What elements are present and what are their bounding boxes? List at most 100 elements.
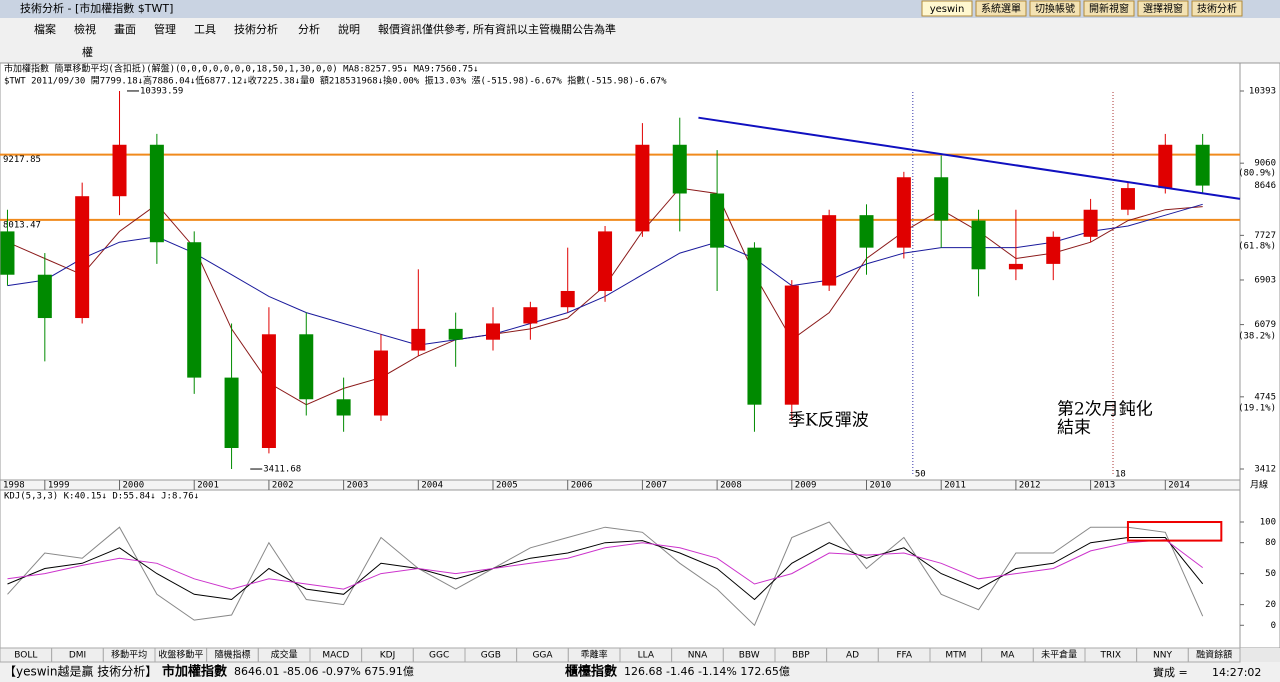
menu-notice: 報價資訊僅供參考, 所有資訊以主管機關公告為準	[378, 22, 616, 36]
tab-label[interactable]: 隨機指標	[214, 649, 250, 661]
annotation: 季K反彈波	[788, 410, 869, 430]
candle-body	[373, 350, 388, 416]
candle-body	[672, 144, 687, 194]
window-title: 技術分析 - [市加權指數 $TWT]	[20, 1, 173, 15]
tab-label[interactable]: 乖離率	[581, 649, 608, 661]
tab-label[interactable]: GGA	[532, 651, 553, 661]
tab[interactable]	[1187, 647, 1241, 663]
kdj-line	[7, 539, 1203, 590]
status-bar	[0, 662, 1280, 682]
candle-body	[37, 274, 52, 319]
candle-body	[934, 177, 949, 221]
tab-label[interactable]: KDJ	[380, 651, 396, 661]
tab-label[interactable]: LLA	[638, 651, 655, 661]
window-button[interactable]	[1029, 0, 1081, 17]
window-button[interactable]	[1191, 0, 1243, 17]
tab-label[interactable]: MA	[1001, 651, 1016, 661]
menu-item[interactable]: 說明	[338, 22, 360, 36]
trendline	[698, 116, 1241, 200]
x-tick-label: 2001	[197, 481, 219, 491]
kdj-header: KDJ(5,3,3) K:40.15↓ D:55.84↓ J:8.76↓	[4, 492, 199, 502]
x-tick-label: 2006	[571, 481, 593, 491]
tab-label[interactable]: BBW	[739, 651, 760, 661]
menu-item[interactable]: 檔案	[34, 22, 56, 36]
candle-body	[486, 323, 501, 340]
y-tick-label: 7727	[1254, 231, 1276, 241]
y-tick-label: 10393	[1249, 86, 1276, 96]
tab-label[interactable]: AD	[846, 651, 859, 661]
status-quote: 126.68 -1.46 -1.14% 172.65億	[624, 665, 790, 678]
tab-label[interactable]: 移動平均	[111, 649, 147, 661]
highlight-box	[1126, 521, 1223, 542]
candle-body	[822, 215, 837, 286]
kdj-tick-label: 80	[1265, 538, 1276, 548]
menu-item[interactable]: 工具	[194, 23, 216, 36]
tab-label[interactable]: MACD	[322, 651, 349, 661]
extreme-label: 10393.59	[140, 86, 183, 96]
x-tick-label: 2009	[795, 481, 817, 491]
support-label: 8013.47	[3, 220, 41, 230]
candle-body	[1046, 236, 1061, 264]
menu-item[interactable]: 畫面	[114, 22, 136, 36]
x-tick-label: 1998	[3, 481, 25, 491]
tab-label[interactable]: 成交量	[271, 649, 298, 661]
menu-bar	[0, 18, 1280, 41]
tab-label[interactable]: FFA	[896, 651, 913, 661]
marker-label: 18	[1115, 470, 1126, 480]
x-tick-label: 2004	[421, 481, 443, 491]
tab-label[interactable]: 融資餘額	[1196, 649, 1232, 661]
x-tick-label: 2002	[272, 481, 294, 491]
candle-body	[971, 220, 986, 270]
y-tick-label: 6079	[1254, 320, 1276, 330]
candle-body	[1120, 188, 1135, 210]
window-button[interactable]	[1137, 0, 1189, 17]
window-button-label[interactable]: 技術分析	[1197, 2, 1237, 15]
ratio-label: (19.1%)	[1238, 403, 1276, 413]
window-button[interactable]	[975, 0, 1027, 17]
candle-body	[523, 307, 538, 324]
toolbar-label[interactable]: 權	[82, 46, 93, 59]
tab-label[interactable]: TRIX	[1100, 651, 1122, 661]
tab-label[interactable]: BOLL	[14, 651, 37, 661]
window-button-label[interactable]: yeswin	[930, 4, 965, 15]
window-button-label[interactable]: 開新視窗	[1089, 2, 1129, 15]
candle-body	[1083, 209, 1098, 237]
window-button[interactable]	[921, 0, 973, 17]
x-tick-label: 2014	[1168, 481, 1190, 491]
x-tick-label: 2000	[123, 481, 145, 491]
window-button-label[interactable]: 系統選單	[981, 2, 1021, 15]
candle-body	[224, 377, 239, 448]
tab-label[interactable]: DMI	[69, 651, 86, 661]
menu-item[interactable]: 管理	[154, 22, 176, 36]
window-button[interactable]	[1083, 0, 1135, 17]
menu-item[interactable]: 分析	[298, 22, 320, 36]
tab-label[interactable]: 收盤移動平	[158, 649, 203, 661]
menu-item[interactable]: 檢視	[74, 22, 96, 36]
price-panel	[0, 62, 1241, 481]
tab-label[interactable]: 未平倉量	[1041, 649, 1077, 661]
x-tick-label: 2010	[870, 481, 892, 491]
kdj-line	[7, 521, 1204, 627]
tab-label[interactable]: MTM	[945, 651, 966, 661]
x-tick-label: 2008	[720, 481, 742, 491]
candle-body	[112, 144, 127, 197]
candle-body	[635, 144, 650, 232]
status-trade: 實成 =	[1153, 665, 1188, 679]
candle-body	[598, 231, 613, 291]
kdj-tick-label: 50	[1265, 569, 1276, 579]
annotation: 第2次月鈍化	[1057, 400, 1153, 420]
marker-label: 50	[915, 470, 926, 480]
menu-item[interactable]: 技術分析	[234, 22, 278, 36]
window-button-label[interactable]: 切換帳號	[1035, 2, 1075, 15]
candle-body	[560, 290, 575, 308]
candle-body	[411, 328, 426, 351]
candle-body	[710, 193, 725, 248]
tab-label[interactable]: BBP	[792, 651, 810, 661]
window-button-label[interactable]: 選擇視窗	[1143, 2, 1183, 15]
tab-label[interactable]: GGB	[481, 651, 501, 661]
tab-label[interactable]: NNA	[688, 651, 708, 661]
tab-label[interactable]: NNY	[1153, 651, 1172, 661]
tab-label[interactable]: GGC	[429, 651, 449, 661]
candle-body	[1158, 144, 1173, 189]
ratio-label: (38.2%)	[1238, 331, 1276, 341]
